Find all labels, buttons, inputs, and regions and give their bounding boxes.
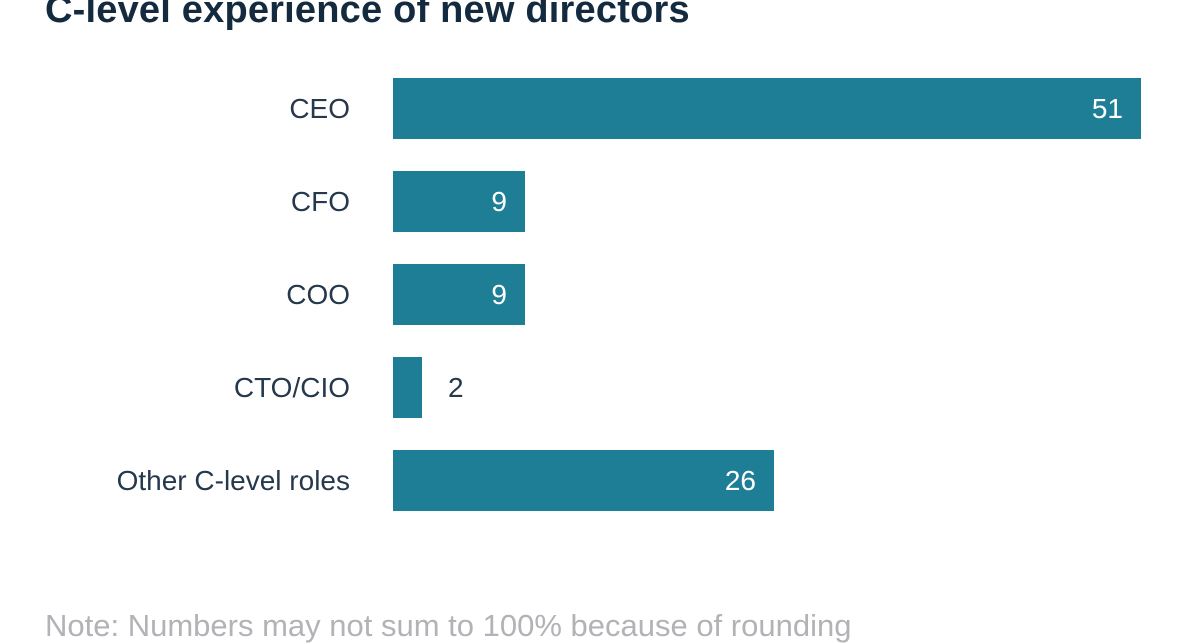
bar-value-label: 26: [724, 464, 756, 496]
bar-track: 2: [393, 357, 1200, 418]
footnote: Note: Numbers may not sum to 100% becaus…: [45, 608, 852, 643]
bar-category-label: CTO/CIO: [233, 371, 350, 403]
bar: [393, 78, 1141, 139]
bar-category-label: CFO: [290, 185, 350, 217]
bar: [393, 450, 774, 511]
bar-track: 51: [393, 78, 1200, 139]
bar-category-label: Other C-level roles: [116, 464, 350, 496]
bar: [393, 357, 422, 418]
bar-track: 9: [393, 171, 1200, 232]
chart-title: C-level experience of new directors: [45, 0, 690, 31]
bar-track: 26: [393, 450, 1200, 511]
bar-row: CEO 51: [0, 78, 1200, 139]
bar-value-label: 2: [448, 371, 464, 403]
bar-category-label: CEO: [289, 92, 350, 124]
bar: [393, 171, 525, 232]
bar-row: Other C-level roles 26: [0, 450, 1200, 511]
bar-value-label: 9: [491, 185, 507, 217]
bar-row: CFO 9: [0, 171, 1200, 232]
bar-value-label: 9: [491, 278, 507, 310]
bar-row: COO 9: [0, 264, 1200, 325]
bar-value-label: 51: [1091, 92, 1123, 124]
bar-track: 9: [393, 264, 1200, 325]
bar-chart: CEO 51 CFO 9 COO 9 CTO/CIO 2 Other C-lev…: [0, 78, 1200, 543]
bar-category-label: COO: [286, 278, 350, 310]
bar-row: CTO/CIO 2: [0, 357, 1200, 418]
bar: [393, 264, 525, 325]
